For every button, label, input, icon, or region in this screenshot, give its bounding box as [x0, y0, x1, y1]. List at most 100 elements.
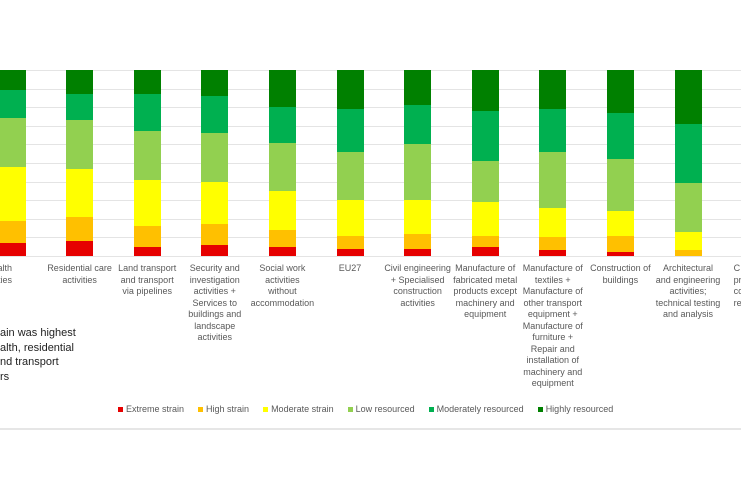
bar-segment-extreme-strain: [539, 250, 567, 256]
bar-segment-moderate-strain: [606, 211, 634, 236]
bar-segment-high-strain: [268, 229, 296, 247]
gridline: [0, 237, 741, 239]
bar-segment-highly-resourced: [66, 70, 94, 95]
bar-segment-moderate-strain: [336, 200, 364, 236]
legend-item: Moderate strain: [263, 404, 334, 414]
bar-segment-extreme-strain: [606, 252, 634, 256]
bar-segment-low-resourced: [539, 151, 567, 208]
category-label-line: activities: [400, 297, 435, 308]
bar-segment-moderate-strain: [268, 190, 296, 230]
category-label-line: furniture +: [532, 332, 574, 342]
bar-segment-moderately-resourced: [336, 109, 364, 152]
gridline: [0, 181, 741, 183]
category-label-line: accommodation: [250, 297, 315, 308]
category-label: EU27: [314, 263, 386, 275]
category-label: Construction of buildings: [584, 263, 656, 286]
bar-segment-low-resourced: [606, 159, 634, 212]
category-label-line: Manufacture of: [522, 286, 583, 296]
category-label-line: technical testing: [655, 297, 721, 308]
bar-segment-moderately-resourced: [66, 94, 94, 121]
bar-segment-moderately-resourced: [471, 110, 499, 162]
category-label-line: Manufacture of: [455, 263, 516, 273]
annotation-text: ain was highest alth, residential nd tra…: [0, 326, 76, 384]
category-label-line: and transport: [120, 274, 174, 285]
category-label-line: without: [268, 286, 297, 296]
category-label: Manufacture of textiles + Manufacture of ot…: [517, 263, 589, 390]
gridline: [0, 144, 741, 146]
category-label-line: Civil engineering: [384, 263, 451, 273]
category-label-line: via pipelines: [122, 286, 172, 296]
category-label-line: activities;: [669, 286, 707, 296]
legend-label: Low resourced: [355, 404, 415, 414]
legend-swatch: [537, 406, 543, 412]
category-label: Cproconsrela: [734, 263, 741, 309]
stacked-bar-chart: an healthctivitiesResidential careactivi…: [0, 70, 741, 414]
bar-segment-low-resourced: [0, 118, 26, 167]
legend-swatch: [118, 406, 123, 412]
legend-swatch: [347, 406, 353, 412]
bar-segment-extreme-strain: [336, 248, 364, 256]
bar-segment-extreme-strain: [133, 246, 161, 256]
bar-segment-highly-resourced: [539, 70, 567, 110]
category-label-line: equipment +: [527, 309, 578, 319]
category-label-line: Construction of: [590, 263, 651, 273]
category-label-line: and analysis: [662, 309, 714, 319]
category-label-line: ctivities: [0, 274, 12, 285]
category-label-line: other transport: [523, 297, 583, 308]
legend: Extreme strain High strain Moderate strain…: [118, 404, 613, 414]
bar-segment-extreme-strain: [201, 244, 229, 256]
gridline: [0, 107, 741, 109]
bar-segment-moderately-resourced: [674, 123, 702, 184]
legend-item: Moderately resourced: [428, 404, 524, 414]
category-label-line: activities: [62, 274, 97, 285]
category-label-line: rela: [733, 297, 741, 308]
category-label-line: equipment: [531, 378, 574, 388]
category-label-line: EU27: [338, 263, 362, 273]
bar-segment-moderate-strain: [404, 200, 432, 234]
bar-segment-highly-resourced: [404, 70, 432, 106]
category-label: Manufacture of fabricated metal products e…: [449, 263, 521, 321]
legend-label: Moderately resourced: [436, 404, 524, 414]
category-label-line: + Specialised: [390, 274, 445, 285]
legend-item: Highly resourced: [537, 404, 613, 414]
category-label-line: activities +: [193, 286, 236, 296]
category-label-line: Manufacture of: [522, 263, 583, 273]
annotation-line: rs: [0, 370, 10, 383]
bar-segment-moderately-resourced: [539, 109, 567, 152]
category-label-line: C: [733, 263, 741, 273]
bar-segment-low-resourced: [674, 183, 702, 232]
legend-item: Low resourced: [347, 404, 415, 414]
bar-segment-high-strain: [133, 226, 161, 247]
legend-swatch: [198, 406, 204, 412]
bar-segment-moderate-strain: [471, 202, 499, 236]
category-label-line: fabricated metal: [453, 274, 518, 285]
bar-segment-low-resourced: [66, 120, 94, 169]
bar-segment-moderately-resourced: [268, 107, 296, 143]
bar-segment-high-strain: [66, 216, 94, 242]
annotation-line: nd transport: [0, 356, 59, 368]
category-label: Residential care activities: [44, 263, 116, 286]
bar-segment-high-strain: [539, 237, 567, 251]
category-label-line: activities: [197, 332, 233, 342]
gridline: [0, 163, 741, 164]
bar-segment-moderate-strain: [674, 231, 702, 251]
bar-segment-extreme-strain: [404, 248, 432, 256]
bar-segment-moderate-strain: [0, 166, 26, 221]
bar-segment-moderate-strain: [133, 179, 161, 227]
category-label-line: investigation: [189, 274, 240, 285]
category-label-line: Security and: [189, 263, 240, 273]
category-label: Social work activities without accommodatio…: [246, 263, 318, 309]
category-label-line: equipment: [464, 309, 507, 319]
category-label-line: products except: [453, 286, 517, 296]
category-label-line: buildings: [602, 274, 639, 285]
category-label-line: cons: [733, 286, 741, 296]
legend-item: High strain: [198, 404, 249, 414]
annotation-line: alth, residential: [0, 341, 74, 354]
category-label-line: installation of: [526, 355, 580, 365]
bar-segment-low-resourced: [201, 133, 229, 182]
bar-segment-highly-resourced: [201, 70, 229, 97]
category-label-line: landscape: [194, 320, 236, 331]
gridline: [0, 125, 741, 127]
category-label-line: textiles +: [534, 274, 571, 285]
bar-segment-low-resourced: [133, 131, 161, 180]
